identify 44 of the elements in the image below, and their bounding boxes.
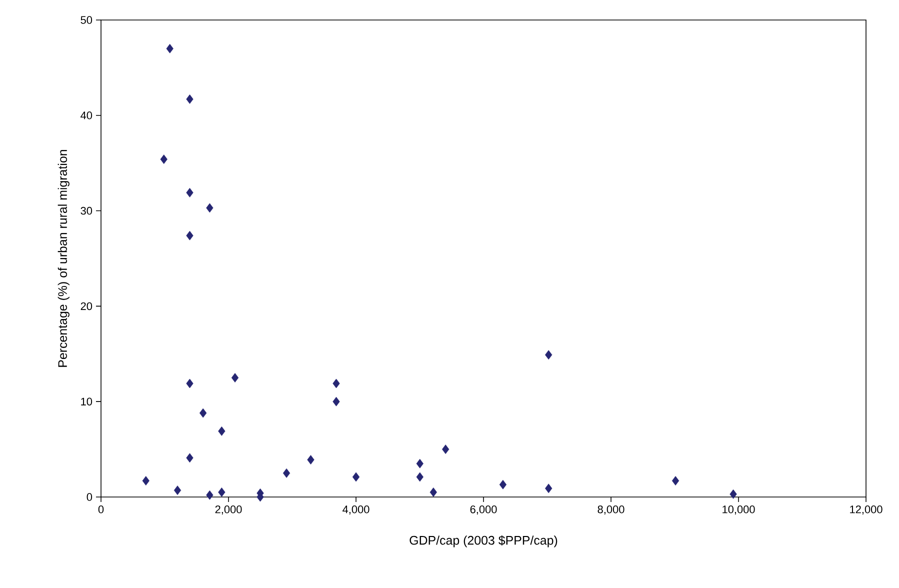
point <box>218 426 226 436</box>
point <box>442 444 450 454</box>
y-tick-label: 30 <box>80 206 92 215</box>
y-tick-label: 10 <box>81 398 92 406</box>
y-tick-label: 50 <box>80 16 92 24</box>
point <box>186 378 194 388</box>
point <box>352 472 360 482</box>
point <box>186 188 194 198</box>
y-tick-label: 0 <box>86 493 92 501</box>
x-tick-label: 10,000 <box>722 506 755 515</box>
x-axis-title: GDP/cap (2003 $PPP/cap) <box>410 535 558 548</box>
point <box>142 476 150 486</box>
point <box>206 490 214 500</box>
point <box>307 455 314 464</box>
point <box>416 472 424 482</box>
point <box>545 350 552 360</box>
y-tick-label: 40 <box>80 112 92 120</box>
x-tick-label: 8,000 <box>598 506 624 515</box>
x-tick-label: 2,000 <box>215 506 242 515</box>
point <box>186 230 194 240</box>
point <box>672 476 680 486</box>
point <box>282 468 290 478</box>
point <box>160 154 168 164</box>
x-tick-label: 4,000 <box>342 506 370 515</box>
point <box>730 489 737 499</box>
point <box>174 486 182 496</box>
y-axis-title: Percentage (%) of urban rural migration <box>58 150 70 367</box>
point <box>166 44 174 54</box>
point <box>186 453 194 463</box>
x-tick-label: 0 <box>98 506 104 514</box>
point <box>186 94 194 104</box>
x-tick-label: 12,000 <box>850 506 882 515</box>
point <box>332 396 340 406</box>
x-tick-label: 6,000 <box>470 506 497 515</box>
point <box>499 480 507 490</box>
point <box>332 378 340 388</box>
point <box>218 488 226 497</box>
point <box>231 373 239 382</box>
y-tick-label: 20 <box>80 302 92 310</box>
point <box>416 458 424 468</box>
point <box>206 203 214 213</box>
point <box>200 408 207 418</box>
point <box>545 484 552 494</box>
point <box>430 488 437 497</box>
